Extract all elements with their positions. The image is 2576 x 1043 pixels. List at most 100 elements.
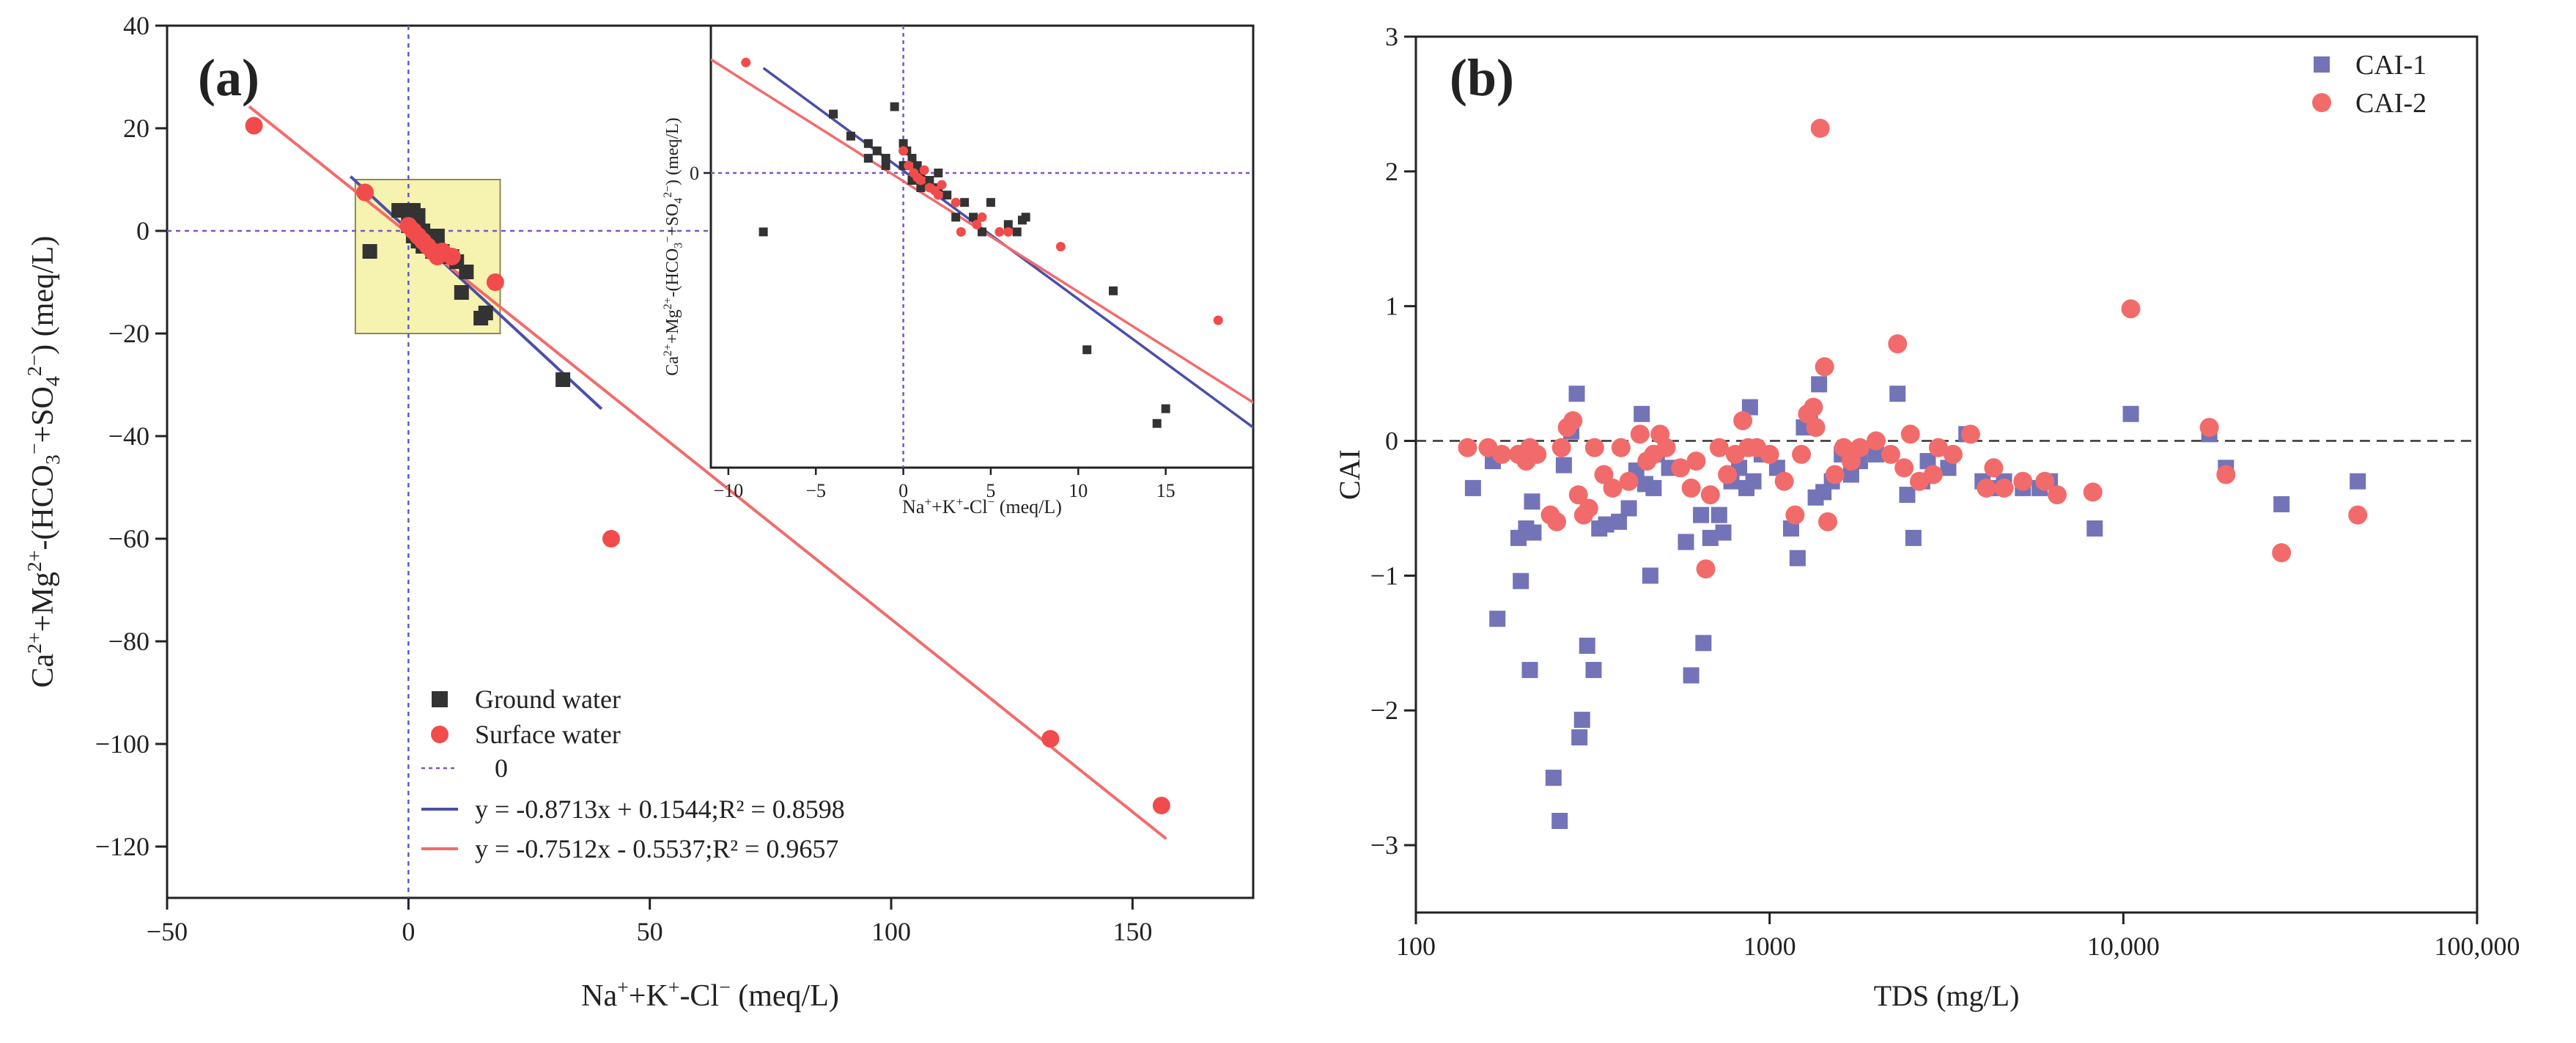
cai-1-point [1745,473,1762,490]
inset-surface-point [977,212,987,222]
x-tick-label-b: 1000 [1743,932,1796,961]
inset-y-axis-label-part: ) (meq/L) [663,117,682,185]
cai-2-point [1547,512,1567,531]
inset-ground-point [969,213,978,222]
cai-1-point [1571,729,1588,745]
cai-2-point [1594,465,1614,484]
x-tick-label-a: 50 [637,917,663,946]
cai-1-point [1585,662,1602,679]
cai-2-point [2013,471,2033,491]
panel-label-a: (a) [198,48,259,107]
inset-y-axis-label-part: +Mg [663,309,682,344]
cai-1-point [1702,529,1719,546]
inset-surface-point [919,165,929,175]
inset-ground-point [846,131,855,141]
cai-2-point [1619,471,1639,491]
cai-1-point [1525,524,1542,541]
cai-1-point [1807,489,1824,506]
inset-surface-point [937,180,947,190]
inset-x-axis-label: Na++K+-Cl− (meq/L) [902,495,1062,517]
y-axis-label-a-part: -(HCO [26,465,60,550]
x-axis-label-a-part: + [668,976,680,998]
inset-ground-point [934,169,943,177]
cai-1-point [1683,667,1700,684]
inset-surface-point [912,172,923,183]
x-axis-label-a: Na++K+-Cl− (meq/L) [581,976,839,1013]
inset-x-tick-label: 5 [986,480,995,501]
cai-1-point [2122,405,2139,422]
y-axis-label-a-part: 4 [41,376,64,386]
y-tick-label-a: 20 [123,114,150,143]
legend-marker-cai-1 [2314,56,2330,73]
cai-2-point [2048,485,2067,505]
cai-2-point [1810,119,1830,139]
surface-water-point [443,248,461,265]
inset-surface-point [741,57,751,67]
cai-1-point [1842,466,1859,483]
ground-water-point [362,244,377,259]
x-axis-label-a-part: -Cl [679,979,719,1013]
panel-b: 100 1000 10,000 100,000 −3 −2 −1 0 1 2 3 TDS (mg/L)… [1333,22,2520,1012]
cai-2-point [1551,438,1571,457]
plot-frame-b [1414,35,2479,914]
inset-ground-point [951,213,961,222]
y-tick-label-a: −60 [108,524,150,553]
inset-ground-point [863,139,873,148]
cai-1-point [1521,662,1538,679]
y-tick-label-b: 0 [1385,427,1398,456]
cai-2-point [2272,543,2292,563]
cai-2-point [1841,452,1861,471]
inset-y-axis-label-part: 2− [662,185,674,198]
cai-2-point [2199,418,2219,438]
inset-y-axis-label-part: -(HCO [663,248,682,298]
cai-2-point [1785,505,1805,525]
inset-surface-point [930,185,940,196]
inset-x-axis-label-part: -Cl [963,496,987,517]
legend-marker-surface [431,726,449,743]
cai-2-point [1923,465,1943,484]
cai-1-point [1645,479,1662,496]
inset-y-axis-label-part: 4 [672,198,684,204]
y-tick-label-b: 1 [1385,292,1398,321]
cai-1-point [1678,534,1694,550]
cai-2-point [1630,424,1650,444]
inset-y-axis-label-part: Ca [663,356,682,376]
legend-label-fit-1: y = -0.8713x + 0.1544;R² = 0.8598 [475,795,845,824]
inset-ground-point [1109,286,1118,295]
inset-ground-point [759,227,768,237]
inset-ground-point [916,183,926,193]
inset-ground-point [890,102,899,111]
cai-1-point [1905,529,1922,546]
legend-label-surface: Surface water [475,720,621,749]
legend-marker-cai-2 [2312,93,2331,112]
cai-1-point [1715,524,1732,541]
cai-1-point [2350,473,2366,490]
cai-2-point [1492,444,1512,464]
y-axis-label-a-part: ) (meq/L) [26,236,60,355]
x-tick-label-a: 0 [402,917,415,946]
cai-1-point [1464,479,1481,496]
cai-2-point [1458,438,1477,457]
y-tick-label-a: 0 [136,216,150,246]
cai-2-point [1825,465,1845,484]
x-axis-label-b: TDS (mg/L) [1874,979,2020,1012]
inset-y-axis-label-part: 2+ [662,344,674,356]
cai-1-point [1513,572,1529,589]
surface-water-point [1041,730,1060,748]
cai-2-point [1603,478,1623,498]
y-tick-label-b: 3 [1385,22,1398,51]
y-axis-label-b: CAI [1333,449,1366,500]
inset-ground-point [986,198,995,207]
x-axis-label-a-part: + [617,976,629,998]
cai-1-point [1642,567,1658,584]
cai-1-point [1768,460,1785,476]
inset-x-tick-label: 0 [898,480,908,501]
inset-ground-point [912,161,922,170]
inset-frame [709,24,1255,469]
cai-1-point [1579,637,1595,654]
legend-marker-ground [432,691,448,707]
legend-label-cai-2: CAI-2 [2355,88,2426,119]
cai-2-point [1700,485,1720,505]
x-tick-label-a: −50 [147,917,188,946]
cai-1-point [1695,635,1712,652]
